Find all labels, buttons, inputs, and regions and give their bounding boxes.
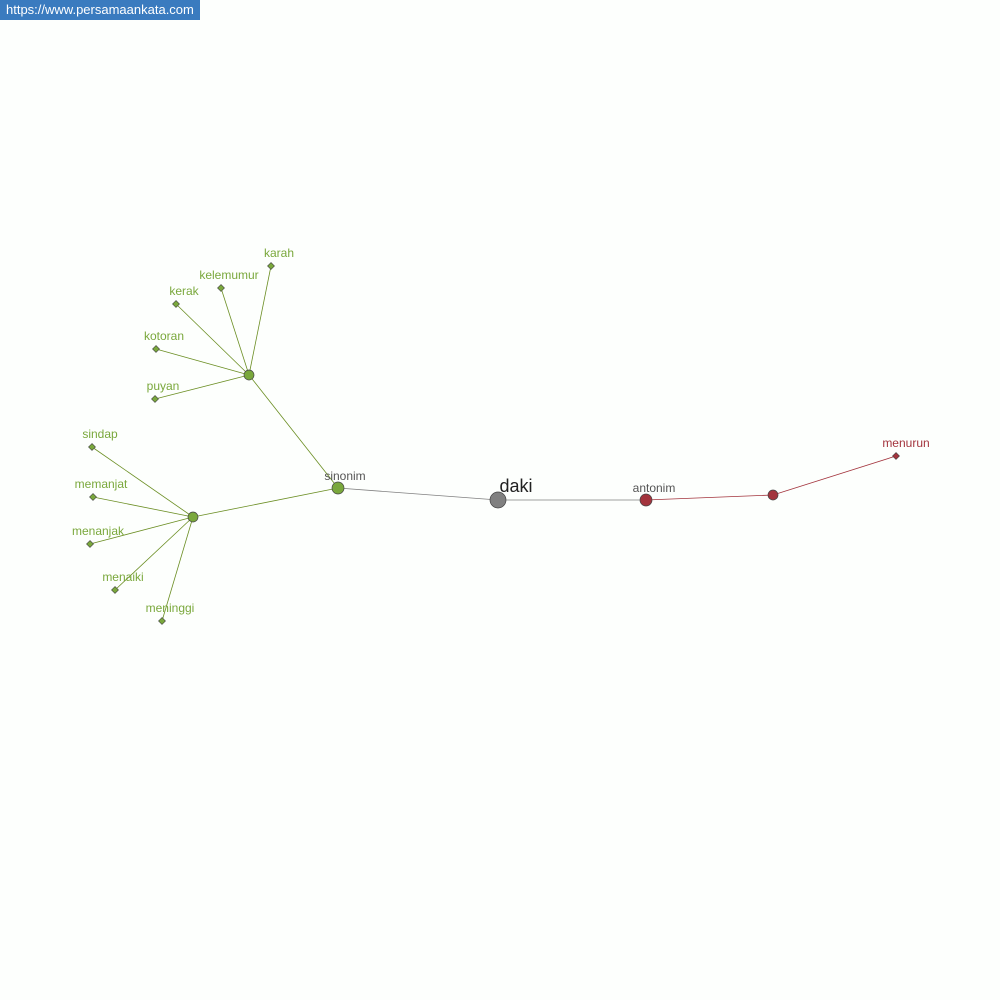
root-word-label: daki	[499, 476, 532, 496]
edge-root-synonym[interactable]	[337, 487, 499, 501]
edge-antonym-leaf[interactable]	[772, 455, 897, 496]
synonym-word-node[interactable]	[89, 493, 97, 501]
synonym-word-label: puyan	[147, 379, 180, 393]
synonym-word-label: menanjak	[72, 524, 125, 538]
synonym-word-node[interactable]	[267, 262, 275, 270]
synonym-word-label: kotoran	[144, 329, 184, 343]
edge-synonym-leaf[interactable]	[155, 348, 250, 376]
edge-synonym-leaf[interactable]	[175, 303, 250, 376]
synonym-word-node[interactable]	[158, 617, 166, 625]
site-watermark[interactable]: https://www.persamaankata.com	[0, 0, 200, 20]
edge-synonym-leaf[interactable]	[91, 446, 194, 518]
synonym-word-node[interactable]	[88, 443, 96, 451]
synonym-hub-node[interactable]	[243, 369, 255, 381]
synonym-word-node[interactable]	[151, 395, 159, 403]
synonym-word-label: meninggi	[146, 601, 195, 615]
edge-synonym-leaf[interactable]	[114, 516, 194, 591]
synonym-word-label: memanjat	[75, 477, 128, 491]
synonym-hub-node[interactable]	[187, 511, 199, 523]
synonym-word-node[interactable]	[86, 540, 94, 548]
synonym-relation-label: sinonim	[324, 469, 365, 483]
edge-antonym-hub[interactable]	[645, 494, 774, 501]
edge-synonym-leaf[interactable]	[92, 496, 194, 518]
edge-synonym-hub[interactable]	[192, 487, 339, 518]
synonym-word-label: kelemumur	[199, 268, 258, 282]
edge-synonym-leaf[interactable]	[89, 516, 194, 545]
antonym-word-label: menurun	[882, 436, 929, 450]
synonym-word-node[interactable]	[111, 586, 119, 594]
edge-synonym-leaf[interactable]	[248, 265, 272, 376]
edge-synonym-leaf[interactable]	[161, 516, 194, 622]
edge-synonym-leaf[interactable]	[220, 287, 250, 376]
antonym-relation-label: antonim	[633, 481, 676, 495]
synonym-node[interactable]	[331, 481, 345, 495]
root-node[interactable]	[489, 491, 507, 509]
synonym-word-label: karah	[264, 246, 294, 260]
synonym-word-label: menaiki	[102, 570, 143, 584]
synonym-word-node[interactable]	[172, 300, 180, 308]
synonym-word-label: sindap	[82, 427, 118, 441]
antonym-hub-node[interactable]	[767, 489, 779, 501]
synonym-word-label: kerak	[169, 284, 199, 298]
edge-synonym-hub[interactable]	[248, 374, 339, 489]
antonym-node[interactable]	[639, 493, 653, 507]
synonym-word-node[interactable]	[152, 345, 160, 353]
synonym-word-node[interactable]	[217, 284, 225, 292]
edge-synonym-leaf[interactable]	[154, 374, 250, 400]
antonym-word-node[interactable]	[892, 452, 900, 460]
